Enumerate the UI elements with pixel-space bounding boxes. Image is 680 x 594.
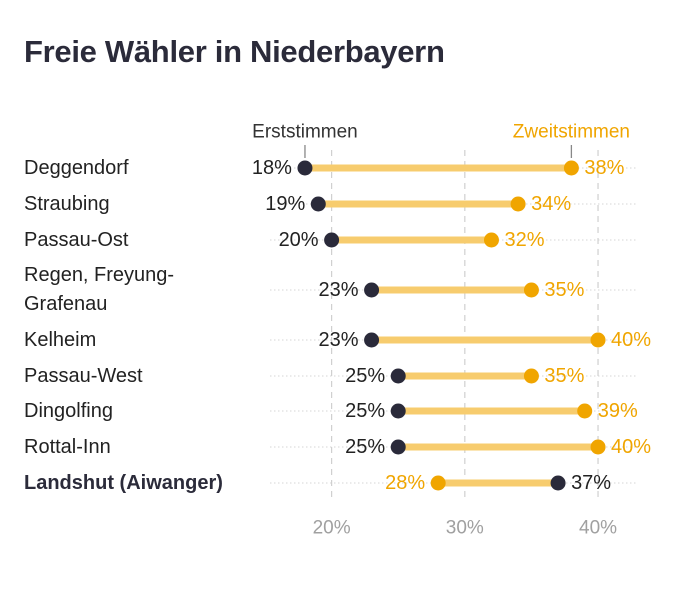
erststimmen-dot [550,475,566,491]
x-tick-label: 40% [579,518,617,539]
erststimmen-value-label: 37% [571,472,611,494]
category-label: Rottal-Inn [24,436,111,458]
zweitstimmen-dot [577,403,593,419]
zweitstimmen-dot [590,332,606,348]
category-label: Passau-Ost [24,229,129,251]
category-label: Grafenau [24,293,107,315]
x-tick-label: 20% [313,518,351,539]
erststimmen-dot [390,403,406,419]
legend-zweitstimmen: Zweitstimmen [513,122,630,143]
zweitstimmen-value-label: 34% [531,193,571,215]
erststimmen-value-label: 19% [265,193,305,215]
zweitstimmen-value-label: 35% [544,365,584,387]
category-label: Dingolfing [24,400,113,422]
erststimmen-value-label: 23% [319,279,359,301]
zweitstimmen-dot [523,282,539,298]
erststimmen-dot [324,232,340,248]
zweitstimmen-value-label: 35% [544,279,584,301]
zweitstimmen-value-label: 40% [611,436,651,458]
zweitstimmen-value-label: 28% [385,472,425,494]
x-tick-label: 30% [446,518,484,539]
zweitstimmen-dot [510,196,526,212]
legend-erststimmen: Erststimmen [252,122,358,143]
erststimmen-value-label: 18% [252,157,292,179]
erststimmen-value-label: 20% [279,229,319,251]
erststimmen-value-label: 25% [345,436,385,458]
category-label: Passau-West [24,365,143,387]
erststimmen-value-label: 23% [319,329,359,351]
erststimmen-dot [364,332,380,348]
zweitstimmen-dot [590,439,606,455]
zweitstimmen-value-label: 39% [598,400,638,422]
zweitstimmen-value-label: 40% [611,329,651,351]
zweitstimmen-value-label: 32% [504,229,544,251]
erststimmen-dot [297,160,313,176]
erststimmen-value-label: 25% [345,365,385,387]
erststimmen-dot [310,196,326,212]
category-label: Straubing [24,193,110,215]
zweitstimmen-value-label: 38% [584,157,624,179]
erststimmen-dot [390,439,406,455]
erststimmen-dot [390,368,406,384]
zweitstimmen-dot [523,368,539,384]
category-label: Kelheim [24,329,96,351]
erststimmen-value-label: 25% [345,400,385,422]
zweitstimmen-dot [483,232,499,248]
category-label: Regen, Freyung- [24,264,174,286]
category-label: Landshut (Aiwanger) [24,472,223,494]
chart-title: Freie Wähler in Niederbayern [24,34,445,69]
category-label: Deggendorf [24,157,129,179]
zweitstimmen-dot [563,160,579,176]
zweitstimmen-dot [430,475,446,491]
erststimmen-dot [364,282,380,298]
